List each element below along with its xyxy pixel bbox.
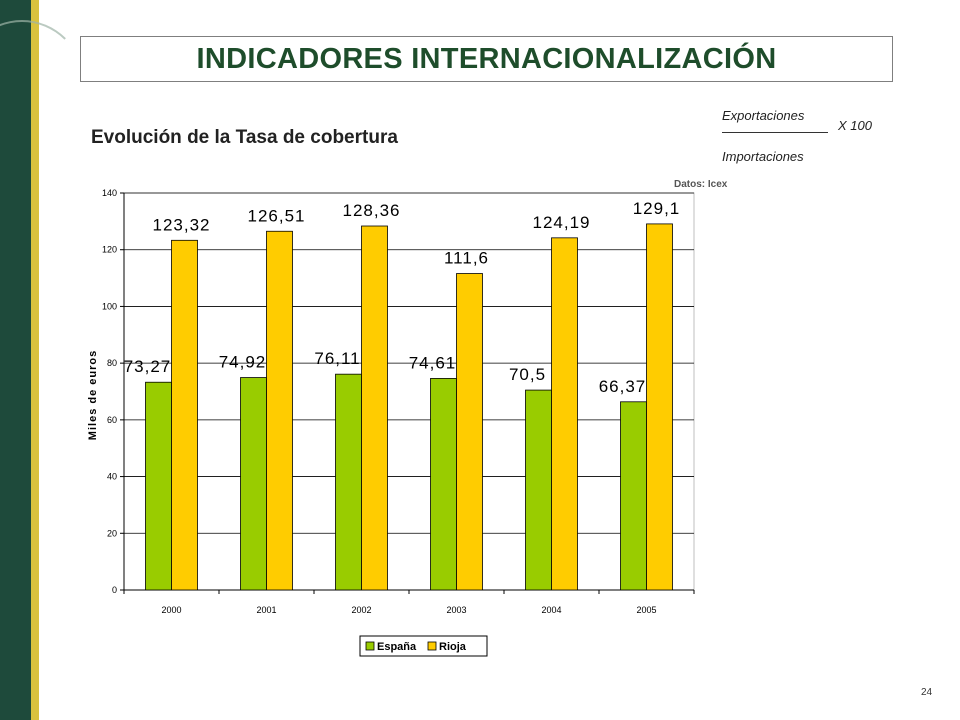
legend-box [359,635,488,657]
x-tick-label: 2004 [541,605,561,615]
legend-swatch [365,641,375,651]
data-label: 76,11 [314,349,360,368]
x-tick-label: 2005 [636,605,656,615]
data-label: 111,6 [444,249,489,268]
bar-rioja [266,230,293,591]
data-label: 123,32 [153,215,211,234]
data-label: 66,37 [599,377,647,396]
y-tick-label: 0 [112,585,117,595]
y-tick-label: 20 [107,528,117,538]
data-label: 129,1 [633,199,681,218]
y-tick-label: 40 [107,472,117,482]
bar-espana [335,373,362,591]
page-title: INDICADORES INTERNACIONALIZACIÓN [196,42,777,75]
x-tick-label: 2001 [256,605,276,615]
bar-espana [430,378,457,591]
y-tick-label: 120 [102,245,117,255]
data-label: 70,5 [509,365,546,384]
formula: Exportaciones X 100 Importaciones [722,108,892,168]
plot-area [123,192,695,591]
y-tick-label: 80 [107,358,117,368]
y-tick-label: 140 [102,188,117,198]
data-label: 73,27 [124,357,172,376]
y-tick-label: 60 [107,415,117,425]
y-axis-label: Miles de euros [87,350,99,440]
data-label: 124,19 [533,213,591,232]
x-tick-label: 2002 [351,605,371,615]
bar-espana [525,389,552,591]
formula-multiplier: X 100 [838,118,872,133]
formula-fraction-bar [722,132,828,133]
data-source: Datos: Icex [674,179,728,190]
data-label: 74,92 [219,353,267,372]
legend-label: España [377,641,417,653]
y-tick-label: 100 [102,301,117,311]
formula-denominator: Importaciones [722,149,804,164]
sidebar-stripe [31,0,39,720]
page-number: 24 [921,687,933,698]
bar-espana [240,377,267,591]
bar-rioja [646,223,673,591]
data-label: 126,51 [248,206,306,225]
bar-rioja [456,273,483,591]
bar-espana [620,401,647,591]
bar-espana [145,381,172,591]
formula-numerator: Exportaciones [722,108,805,123]
x-tick-label: 2003 [446,605,466,615]
legend-swatch [427,641,437,651]
bar-rioja [361,225,388,591]
data-label: 74,61 [409,353,457,372]
bar-rioja [551,237,578,591]
legend-label: Rioja [439,641,467,653]
data-label: 128,36 [343,201,401,220]
x-tick-label: 2000 [161,605,181,615]
chart-subtitle: Evolución de la Tasa de cobertura [91,127,398,148]
title-box: INDICADORES INTERNACIONALIZACIÓN [80,36,893,82]
bar-rioja [171,239,198,591]
